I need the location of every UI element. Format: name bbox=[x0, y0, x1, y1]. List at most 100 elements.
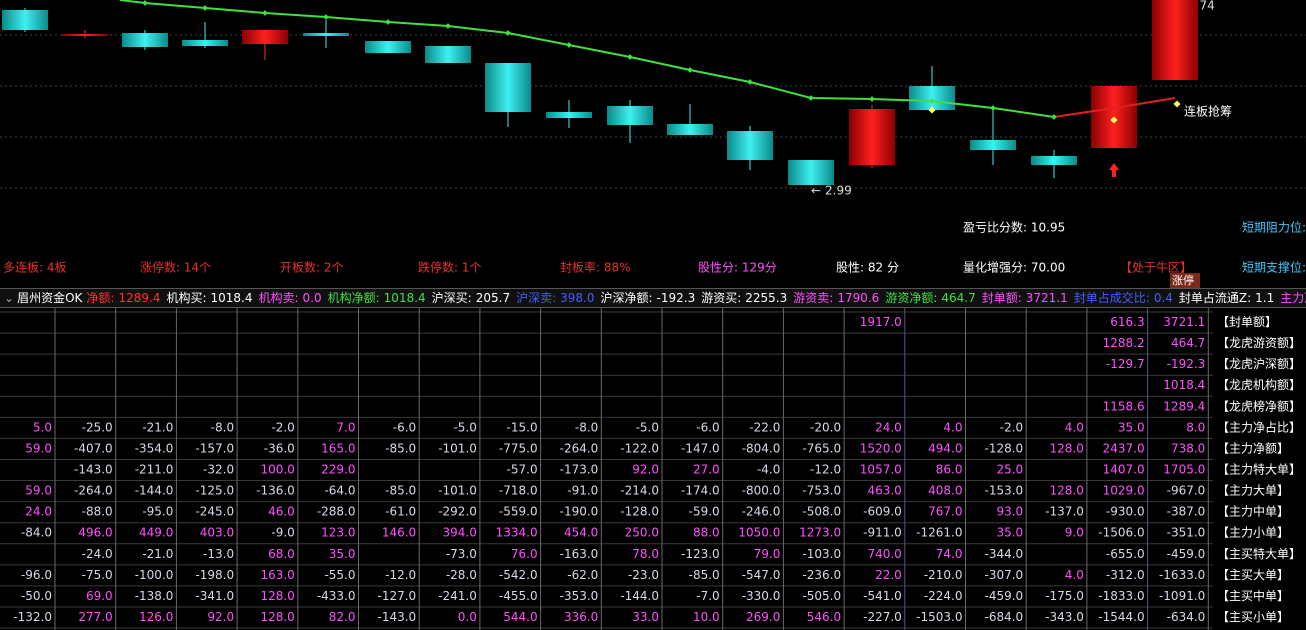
stat-text: 盈亏比分数: 10.95 bbox=[963, 220, 1065, 235]
collapse-icon[interactable]: ⌄ bbox=[4, 291, 15, 305]
table-cell: -264.0 bbox=[560, 441, 599, 455]
table-cell: -354.0 bbox=[135, 441, 174, 455]
row-label: 【封单额】 bbox=[1217, 315, 1277, 329]
table-cell: -288.0 bbox=[317, 505, 356, 519]
table-cell: 229.0 bbox=[321, 463, 355, 477]
candle-body bbox=[1152, 0, 1198, 80]
table-cell: 454.0 bbox=[564, 526, 598, 540]
table-cell: -198.0 bbox=[195, 568, 234, 582]
table-cell: 93.0 bbox=[996, 505, 1023, 519]
trend-dot bbox=[747, 79, 753, 85]
table-cell: -559.0 bbox=[499, 505, 538, 519]
table-cell: -387.0 bbox=[1167, 505, 1206, 519]
table-cell: -147.0 bbox=[681, 441, 720, 455]
table-cell: 74.0 bbox=[936, 547, 963, 561]
candle-body bbox=[242, 30, 288, 44]
table-cell: 1288.2 bbox=[1103, 336, 1145, 350]
table-cell: -122.0 bbox=[620, 441, 659, 455]
status-value: 1018.4 bbox=[383, 291, 426, 305]
table-cell: 3721.1 bbox=[1163, 315, 1205, 329]
table-cell: -84.0 bbox=[21, 526, 52, 540]
row-label: 【龙虎榜净额】 bbox=[1217, 398, 1301, 413]
table-cell: -6.0 bbox=[696, 420, 719, 434]
trend-dot bbox=[990, 105, 996, 111]
table-cell: -911.0 bbox=[863, 526, 902, 540]
trend-line-up bbox=[1053, 97, 1176, 118]
table-cell: -351.0 bbox=[1167, 526, 1206, 540]
table-cell: 1334.0 bbox=[496, 526, 538, 540]
table-cell: -344.0 bbox=[985, 547, 1024, 561]
table-cell: 740.0 bbox=[867, 547, 901, 561]
table-cell: -753.0 bbox=[802, 484, 841, 498]
row-label: 【主力小单】 bbox=[1217, 526, 1289, 540]
table-cell: -96.0 bbox=[21, 568, 52, 582]
status-value: 0.0 bbox=[302, 291, 322, 305]
table-cell: 24.0 bbox=[25, 505, 52, 519]
candle-body bbox=[365, 41, 411, 53]
stat-text: 短期支撑位: bbox=[1242, 260, 1306, 275]
candle-body bbox=[788, 160, 834, 185]
table-cell: 165.0 bbox=[321, 441, 355, 455]
table-cell: -153.0 bbox=[985, 484, 1024, 498]
table-cell: -61.0 bbox=[385, 505, 416, 519]
table-cell: 33.0 bbox=[632, 610, 659, 624]
trend-dot bbox=[929, 98, 935, 104]
table-cell: 464.7 bbox=[1171, 336, 1205, 350]
table-cell: -22.0 bbox=[749, 420, 780, 434]
table-cell: -2.0 bbox=[271, 420, 294, 434]
table-cell: -800.0 bbox=[742, 484, 781, 498]
table-cell: -775.0 bbox=[499, 441, 538, 455]
table-cell: 4.0 bbox=[943, 420, 962, 434]
table-cell: -143.0 bbox=[74, 463, 113, 477]
table-cell: -1833.0 bbox=[1098, 589, 1144, 603]
table-cell: -128.0 bbox=[620, 505, 659, 519]
table-cell: -75.0 bbox=[82, 568, 113, 582]
table-cell: 86.0 bbox=[936, 463, 963, 477]
table-cell: -547.0 bbox=[742, 568, 781, 582]
row-label: 【主力大单】 bbox=[1217, 484, 1289, 498]
table-cell: -127.0 bbox=[378, 589, 417, 603]
table-cell: -508.0 bbox=[802, 505, 841, 519]
status-label: 机构卖: bbox=[258, 291, 299, 305]
table-cell: -245.0 bbox=[195, 505, 234, 519]
status-value: 0.4 bbox=[1153, 291, 1173, 305]
table-cell: -20.0 bbox=[810, 420, 841, 434]
status-label: 封单占成交比: bbox=[1073, 291, 1150, 305]
status-value: 2255.3 bbox=[745, 291, 788, 305]
status-label: 主力净额: bbox=[1280, 291, 1306, 305]
table-cell: -173.0 bbox=[560, 463, 599, 477]
table-cell: -246.0 bbox=[742, 505, 781, 519]
table-cell: -930.0 bbox=[1106, 505, 1145, 519]
table-cell: 1520.0 bbox=[860, 441, 902, 455]
table-cell: 767.0 bbox=[928, 505, 962, 519]
table-cell: -341.0 bbox=[195, 589, 234, 603]
status-label: 封单额: bbox=[981, 291, 1022, 305]
table-cell: 25.0 bbox=[996, 463, 1023, 477]
table-cell: 100.0 bbox=[260, 463, 294, 477]
table-cell: 123.0 bbox=[321, 526, 355, 540]
row-label: 【主力净额】 bbox=[1217, 441, 1289, 455]
row-label: 【主力净占比】 bbox=[1217, 419, 1301, 434]
table-cell: 2437.0 bbox=[1103, 441, 1145, 455]
table-cell: 10.0 bbox=[693, 610, 720, 624]
table-cell: -128.0 bbox=[985, 441, 1024, 455]
table-cell: 76.0 bbox=[511, 547, 538, 561]
table-cell: -292.0 bbox=[438, 505, 477, 519]
candle-body bbox=[909, 86, 955, 110]
candle-body bbox=[122, 33, 168, 47]
status-label: 净额: bbox=[86, 291, 115, 305]
table-cell: 46.0 bbox=[268, 505, 295, 519]
table-cell: 4.0 bbox=[1065, 568, 1084, 582]
table-cell: -157.0 bbox=[195, 441, 234, 455]
row-label: 【龙虎游资额】 bbox=[1217, 336, 1301, 350]
table-cell: -101.0 bbox=[438, 441, 477, 455]
table-cell: -2.0 bbox=[1000, 420, 1023, 434]
table-cell: -211.0 bbox=[135, 463, 174, 477]
table-cell: -85.0 bbox=[385, 484, 416, 498]
table-cell: 5.0 bbox=[33, 420, 52, 434]
table-cell: -353.0 bbox=[560, 589, 599, 603]
table-cell: 269.0 bbox=[746, 610, 780, 624]
table-cell: 163.0 bbox=[260, 568, 294, 582]
table-cell: -25.0 bbox=[82, 420, 113, 434]
